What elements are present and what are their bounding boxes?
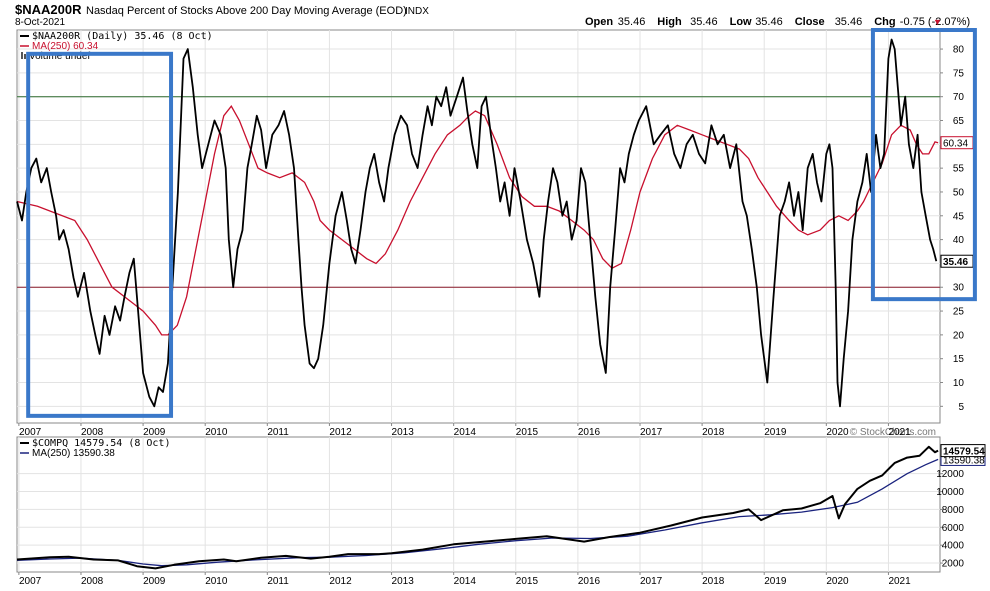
ohlc-value-open: 35.46	[618, 16, 646, 28]
x-tick-label: 2016	[578, 427, 601, 438]
x-tick-label: 2018	[702, 427, 725, 438]
ohlc-label-chg: Chg	[874, 16, 895, 28]
last-value-label: 14579.54	[943, 447, 985, 458]
ohlc-value-chg: -0.75 (-2.07%)	[900, 16, 970, 28]
x-tick-label: 2012	[329, 576, 352, 587]
legend-entry-volume: Volume undef	[29, 51, 90, 62]
y-tick-label: 40	[953, 235, 965, 246]
quote-date: 8-Oct-2021	[15, 17, 65, 28]
x-tick-label: 2015	[516, 427, 539, 438]
lower-panel: 2007 2008 2009 2010 2011 2012 2013 2014 2015 2016…	[16, 436, 986, 587]
watermark: © StockCharts.com	[850, 427, 936, 438]
x-tick-label: 2014	[454, 576, 477, 587]
x-tick-label: 2017	[640, 576, 663, 587]
ohlc-label-open: Open	[585, 16, 613, 28]
x-tick-label: 2010	[205, 576, 228, 587]
x-tick-label: 2017	[640, 427, 663, 438]
y-tick-label: 6000	[942, 523, 965, 534]
x-tick-label: 2018	[702, 576, 725, 587]
y-tick-label: 12000	[936, 469, 964, 480]
x-tick-label: 2019	[764, 427, 787, 438]
legend: $NAA200R (Daily) 35.46 (8 Oct)MA(250) 60…	[20, 31, 213, 62]
y-tick-label: 65	[953, 116, 965, 127]
symbol-title: $NAA200R	[15, 2, 82, 17]
x-tick-label: 2021	[888, 427, 911, 438]
last-value-box	[940, 444, 986, 458]
y-tick-label: 20	[953, 330, 965, 341]
y-tick-label: 10000	[936, 487, 964, 498]
x-tick-label: 2008	[81, 427, 104, 438]
ma-value-label: 60.34	[943, 139, 968, 150]
x-tick-label: 2013	[392, 576, 415, 587]
x-tick-label: 2011	[267, 576, 289, 587]
y-tick-label: 4000	[942, 541, 965, 552]
x-tick-label: 2011	[267, 427, 289, 438]
legend-entry-price: $COMPQ 14579.54 (8 Oct)	[32, 438, 170, 449]
upper-panel: 2007 2008 2009 2010 2011 2012 2013 2014 2015 2016…	[16, 28, 977, 438]
x-tick-label: 2015	[516, 576, 539, 587]
x-tick-label: 2016	[578, 576, 601, 587]
highlight-box-2	[870, 28, 977, 302]
x-tick-label: 2007	[19, 427, 42, 438]
ohlc-readout: Open 35.46 High 35.46 Low 35.46 Close 35.46 Chg -…	[585, 16, 970, 28]
y-tick-label: 5	[958, 402, 964, 413]
volume-bar-icon	[24, 54, 26, 59]
y-tick-label: 30	[953, 283, 965, 294]
last-value-label: 35.46	[943, 257, 968, 268]
x-tick-label: 2010	[205, 427, 228, 438]
y-tick-label: 45	[953, 211, 965, 222]
plot-area	[16, 436, 941, 573]
x-tick-label: 2007	[19, 576, 42, 587]
y-tick-label: 80	[953, 45, 965, 56]
x-tick-label: 2008	[81, 576, 104, 587]
ohlc-label-close: Close	[795, 16, 825, 28]
x-tick-label: 2014	[454, 427, 477, 438]
ohlc-value-low: 35.46	[755, 16, 783, 28]
x-tick-label: 2013	[392, 427, 415, 438]
x-tick-label: 2009	[143, 427, 166, 438]
legend-entry-price: $NAA200R (Daily) 35.46 (8 Oct)	[32, 31, 213, 42]
ma-value-label: 13590.38	[943, 455, 985, 466]
legend-entry-ma: MA(250) 60.34	[32, 41, 99, 52]
y-tick-label: 25	[953, 307, 965, 318]
y-tick-label: 55	[953, 164, 965, 175]
legend-entry-ma: MA(250) 13590.38	[32, 448, 115, 459]
y-tick-label: 50	[953, 187, 965, 198]
x-tick-label: 2020	[826, 427, 849, 438]
ohlc-label-low: Low	[730, 16, 752, 28]
ohlc-label-high: High	[657, 16, 682, 28]
ma250-line	[16, 458, 939, 567]
y-tick-label: 70	[953, 92, 965, 103]
y-tick-label: 10	[953, 378, 965, 389]
chg-down-arrow-icon: ▼	[933, 17, 942, 27]
highlight-box-1	[26, 51, 174, 418]
symbol-description: Nasdaq Percent of Stocks Above 200 Day M…	[86, 5, 407, 17]
ohlc-value-close: 35.46	[835, 16, 863, 28]
ohlc-value-high: 35.46	[690, 16, 718, 28]
x-tick-label: 2021	[888, 576, 911, 587]
x-tick-label: 2012	[329, 427, 352, 438]
x-tick-label: 2009	[143, 576, 166, 587]
ma250-line	[16, 105, 939, 336]
y-tick-label: 2000	[942, 559, 965, 570]
x-tick-label: 2019	[764, 576, 787, 587]
y-tick-label: 75	[953, 68, 965, 79]
exchange-label: INDX	[405, 6, 429, 17]
x-tick-label: 2020	[826, 576, 849, 587]
legend: $COMPQ 14579.54 (8 Oct)MA(250) 13590.38	[20, 438, 170, 459]
price-line	[16, 445, 939, 570]
volume-bar-icon	[21, 52, 23, 59]
y-tick-label: 15	[953, 354, 965, 365]
y-tick-label: 8000	[942, 505, 965, 516]
